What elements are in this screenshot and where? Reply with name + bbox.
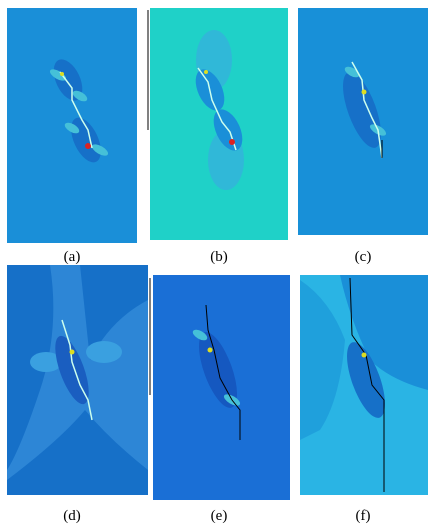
panel-f [300,275,428,495]
panel-label: (f) [356,508,371,524]
panel-b [150,8,288,240]
panel-label: (b) [210,249,228,265]
panel-label: (d) [63,508,81,524]
panel-label: (a) [64,249,81,265]
panel-label: (c) [355,249,372,265]
panel-e [153,275,290,500]
figure: (a) (b) (c) (d) (e) (f) [0,0,431,526]
panel-c [298,8,428,235]
panel-a [7,8,137,243]
panel-label: (e) [211,508,228,524]
panel-d [7,265,148,495]
